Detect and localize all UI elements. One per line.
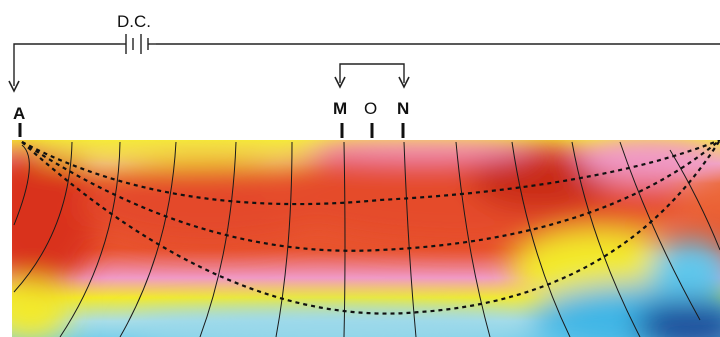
current-flow-line [511,141,571,337]
current-flow-line [343,141,346,337]
current-flow-line [199,141,237,337]
current-flow-line [275,141,293,337]
equipotential-lines [21,140,720,315]
electrode-a-label: A [13,104,25,123]
dc-label: D.C. [117,12,151,31]
resistivity-section [12,140,720,337]
electrode-ticks [18,123,405,138]
current-flow-line [669,149,720,251]
current-flow-line [571,141,641,337]
electrode-o-label: O [364,99,377,118]
n-arrowhead [398,76,410,89]
dc-circuit: D.C. [8,12,720,93]
mn-measurement [334,63,410,89]
current-flow-line [619,141,701,321]
m-arrowhead [334,76,346,89]
source-wire [13,43,720,86]
equipotential-line [21,140,720,252]
current-flow-line [13,141,73,293]
source-arrowhead [8,80,20,93]
mn-wire [339,63,405,83]
electrode-n-label: N [397,99,409,118]
current-flow-line [13,144,30,226]
current-flow-line [59,141,121,337]
current-flow-line [455,141,491,337]
current-flow-lines [13,141,720,337]
current-flow-line [403,141,417,337]
electrode-m-label: M [333,99,347,118]
equipotential-line [21,140,720,206]
battery-icon [120,34,156,54]
